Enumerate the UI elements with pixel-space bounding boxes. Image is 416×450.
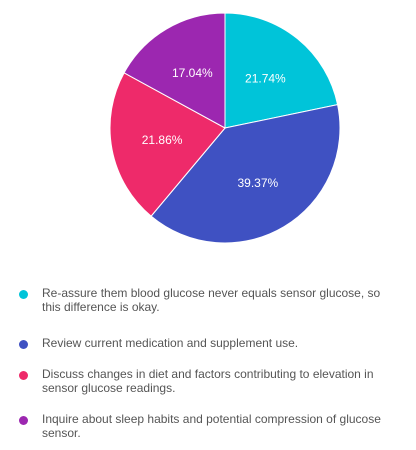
legend-item-reassure: Re-assure them blood glucose never equal… bbox=[0, 286, 416, 314]
legend-label-sleep: Inquire about sleep habits and potential… bbox=[42, 412, 381, 440]
pie-label-reassure: 21.74% bbox=[245, 71, 286, 85]
legend-item-sleep: Inquire about sleep habits and potential… bbox=[0, 412, 416, 440]
legend-swatch-reassure bbox=[19, 290, 28, 299]
legend-label-medication: Review current medication and supplement… bbox=[42, 336, 299, 350]
pie-slice-labels: 21.74% 39.37% 21.86% 17.04% bbox=[142, 66, 286, 190]
pie-slice-reassure bbox=[224, 12, 339, 129]
legend-swatch-sleep bbox=[19, 416, 28, 425]
legend-swatch-diet bbox=[19, 371, 28, 380]
legend-item-medication: Review current medication and supplement… bbox=[0, 336, 416, 350]
pie-chart: 21.74% 39.37% 21.86% 17.04% bbox=[109, 12, 341, 244]
pie-label-medication: 39.37% bbox=[237, 176, 278, 190]
legend-swatch-medication bbox=[19, 340, 28, 349]
pie-slice-sleep bbox=[123, 12, 226, 129]
legend-label-diet: Discuss changes in diet and factors cont… bbox=[42, 367, 374, 395]
pie-label-diet: 21.86% bbox=[142, 133, 183, 147]
pie-slice-medication bbox=[150, 103, 341, 244]
legend-label-reassure: Re-assure them blood glucose never equal… bbox=[42, 286, 381, 314]
chart-legend: Re-assure them blood glucose never equal… bbox=[0, 286, 416, 440]
pie-label-sleep: 17.04% bbox=[172, 66, 213, 80]
legend-item-diet: Discuss changes in diet and factors cont… bbox=[0, 367, 416, 395]
pie-slice-diet bbox=[109, 72, 226, 217]
pie-slices bbox=[109, 12, 341, 244]
